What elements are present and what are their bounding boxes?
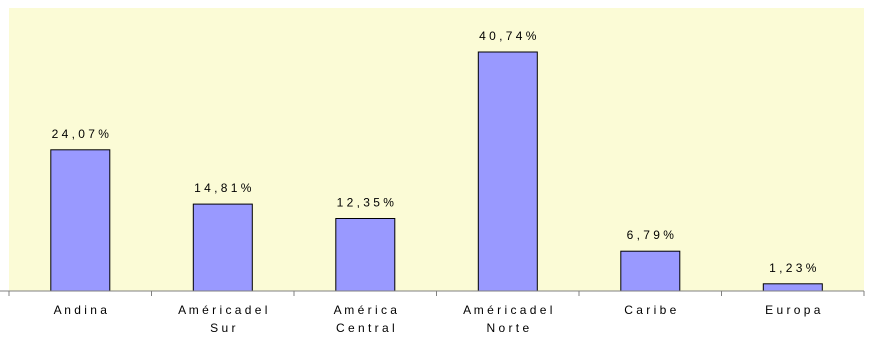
value-label-3: 1 2 , 3 5 % <box>337 196 395 210</box>
plot-area <box>9 8 864 291</box>
bar-5 <box>620 250 681 292</box>
bar-3 <box>335 218 396 292</box>
value-label-5: 6 , 7 9 % <box>627 228 675 242</box>
value-label-6: 1 , 2 3 % <box>769 261 817 275</box>
bar-6 <box>762 283 823 292</box>
category-label-2-line-2: S u r <box>210 321 235 334</box>
value-label-4: 4 0 , 7 4 % <box>479 29 537 43</box>
category-label-4-line-2: N o r t e <box>486 321 529 334</box>
bars-group <box>50 51 823 292</box>
category-label-2-line-1: A m é r i c a d e l <box>178 303 267 317</box>
category-label-3-line-1: A m é r i c a <box>334 303 398 317</box>
category-label-5: C a r i b e <box>624 303 676 317</box>
value-label-2: 1 4 , 8 1 % <box>194 181 252 195</box>
bar-2 <box>192 203 253 292</box>
value-labels-group: 2 4 , 0 7 % 1 4 , 8 1 % 1 2 , 3 5 % 4 0 , 7… <box>52 29 817 275</box>
value-label-1: 2 4 , 0 7 % <box>52 127 110 141</box>
category-label-6: E u r o p a <box>765 303 821 317</box>
category-label-1: A n d i n a <box>54 303 108 317</box>
bar-1 <box>50 149 111 292</box>
x-axis-ticks <box>8 291 865 296</box>
category-label-3-line-2: C e n t r a l <box>336 321 395 334</box>
bar-4 <box>477 51 538 292</box>
category-label-4-line-1: A m é r i c a d e l <box>463 303 552 317</box>
category-labels-group: A n d i n a A m é r i c a d e l S u r A m é… <box>54 303 821 335</box>
